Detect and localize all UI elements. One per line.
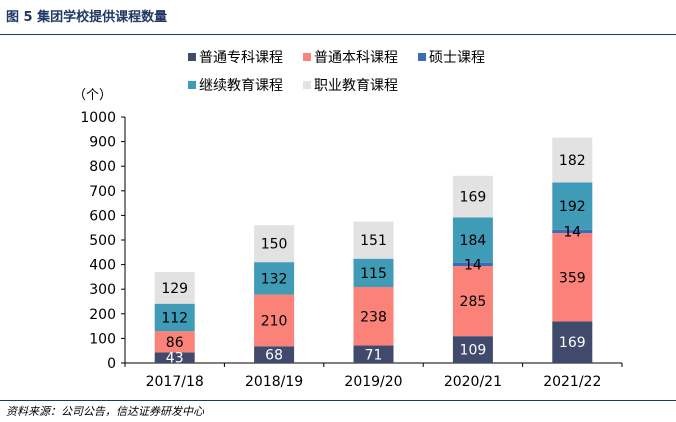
bar-segment [154, 331, 195, 353]
bar-segment [254, 346, 295, 363]
source-note: 资料来源：公司公告，信达证券研发中心 [6, 405, 204, 418]
x-tick-label: 2019/20 [344, 374, 402, 390]
bar-segment [353, 221, 394, 259]
data-label: 132 [261, 271, 288, 287]
legend-swatch [418, 53, 426, 61]
y-tick-label: 900 [89, 135, 116, 151]
data-label: 86 [166, 335, 184, 351]
y-tick-label: 800 [89, 159, 116, 175]
bar-segment [254, 225, 295, 263]
bar-segment [552, 229, 593, 234]
x-axis: 2017/18 2018/19 2019/20 2020/21 2021/22 [124, 362, 623, 390]
data-label: 43 [166, 351, 184, 367]
top-divider [0, 34, 676, 35]
legend-label: 普通专科课程 [199, 50, 283, 66]
data-label: 68 [265, 348, 283, 364]
x-tick-label: 2018/19 [245, 374, 303, 390]
bar-segment [452, 217, 493, 263]
bar-segment [154, 352, 195, 363]
data-label: 169 [559, 335, 586, 351]
data-label: 14 [563, 224, 581, 240]
bar-segment [552, 233, 593, 322]
legend-swatch [188, 53, 196, 61]
data-label: 169 [460, 190, 487, 206]
y-tick-label: 600 [89, 208, 116, 224]
bar-segment [452, 266, 493, 337]
figure-title: 图 5 集团学校提供课程数量 [6, 10, 168, 25]
data-label: 285 [460, 294, 487, 310]
y-tick-label: 300 [89, 282, 116, 298]
bars [154, 137, 593, 363]
y-tick-label: 100 [89, 331, 116, 347]
data-label: 210 [261, 313, 288, 329]
y-tick-label: 700 [89, 184, 116, 200]
data-label: 112 [161, 310, 188, 326]
data-label: 129 [161, 281, 188, 297]
y-tick-label: 400 [89, 258, 116, 274]
y-tick-label: 200 [89, 307, 116, 323]
data-label: 151 [360, 233, 387, 249]
bar-segment [353, 345, 394, 363]
bar-segment [254, 294, 295, 347]
data-label: 238 [360, 309, 387, 325]
y-tick-label: 500 [89, 233, 116, 249]
data-label: 14 [464, 257, 482, 273]
legend-label: 硕士课程 [429, 50, 485, 66]
bar-segment [552, 321, 593, 363]
data-label: 150 [261, 237, 288, 253]
legend-label: 职业教育课程 [314, 78, 398, 94]
legend-swatch [303, 81, 311, 89]
data-label: 359 [559, 270, 586, 286]
legend-label: 普通本科课程 [314, 50, 398, 66]
y-tick-label: 1000 [80, 110, 116, 126]
y-tick-label: 0 [107, 356, 116, 372]
bottom-divider [0, 400, 676, 401]
y-axis: 0 100 200 300 400 500 600 700 800 900 1000 [80, 110, 126, 372]
bar-segment [452, 175, 493, 218]
data-label: 115 [360, 266, 387, 282]
legend-swatch [303, 53, 311, 61]
bar-segment [552, 137, 593, 183]
bar-segment [452, 336, 493, 363]
bar-segment [254, 262, 295, 295]
bar-segment [353, 286, 394, 346]
data-label: 182 [559, 153, 586, 169]
bar-segment [154, 303, 195, 332]
bar-segment [552, 182, 593, 230]
legend-label: 继续教育课程 [199, 77, 283, 94]
bar-segment [154, 271, 195, 304]
legend-swatch [188, 81, 196, 89]
x-tick-label: 2020/21 [444, 374, 502, 390]
bar-segment [353, 258, 394, 287]
data-label: 184 [460, 233, 487, 249]
bar-segment [452, 262, 493, 267]
data-label: 71 [365, 347, 383, 363]
x-tick-label: 2017/18 [146, 374, 204, 390]
data-label: 109 [460, 343, 487, 359]
x-tick-label: 2021/22 [543, 374, 601, 390]
y-axis-unit-label: （个） [73, 88, 112, 103]
data-label: 192 [559, 199, 586, 215]
